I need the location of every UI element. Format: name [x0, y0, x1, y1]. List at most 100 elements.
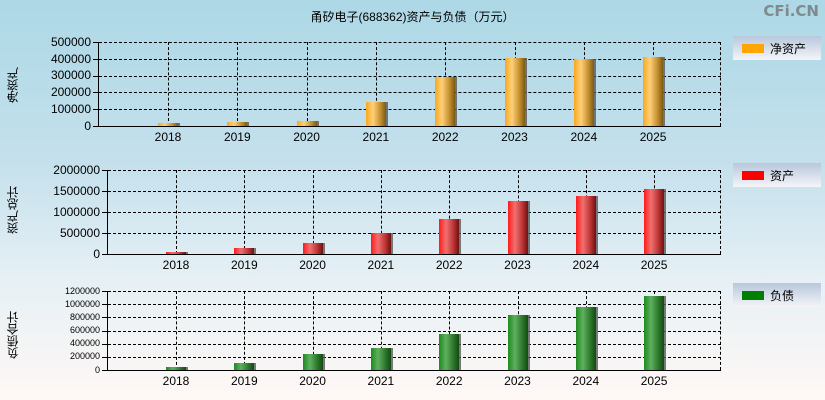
y-tick-mark — [93, 109, 99, 111]
y-tick-mark — [102, 330, 108, 332]
y-tick-mark — [102, 212, 108, 213]
y-tick-mark — [93, 42, 99, 43]
legend-label: 净资产 — [770, 41, 807, 56]
bar-2019 — [234, 363, 255, 370]
y-tick-mark — [102, 191, 108, 192]
y-tick-mark — [102, 254, 108, 255]
gridline-horizontal — [108, 317, 721, 319]
x-tick-label: 2020 — [293, 130, 320, 144]
gridline-vertical — [449, 170, 451, 254]
y-tick-mark — [93, 75, 99, 77]
y-tick-mark — [102, 291, 108, 292]
gridline-vertical — [380, 291, 382, 370]
y-tick-label: 0 — [93, 246, 100, 261]
x-tick-label: 2023 — [504, 374, 531, 388]
gridline-vertical — [176, 291, 177, 370]
bar-2024 — [573, 58, 594, 126]
bar-2020 — [302, 242, 323, 254]
chart-title: 甬矽电子(688362)资产与负债（万元） — [310, 10, 515, 24]
y-tick-mark — [102, 317, 108, 319]
plot-area-total-liabilities: 1200000 1000000 800000 600000 400000 200000 0 2… — [65, 286, 721, 388]
gridline-vertical — [449, 291, 451, 370]
legend-swatch-green — [742, 290, 764, 300]
gridline-horizontal — [108, 330, 721, 332]
y-tick-mark — [102, 304, 108, 306]
x-tick-label: 2021 — [367, 258, 395, 272]
bar-2018 — [166, 367, 186, 370]
bar-2022 — [435, 76, 456, 126]
plot-area-total-assets: 2000000 1500000 1000000 500000 0 2018 2019 2020… — [53, 163, 721, 272]
gridline-horizontal — [99, 109, 721, 111]
y-tick-mark — [102, 170, 108, 171]
y-tick-label: 0 — [94, 364, 100, 375]
bar-2019 — [234, 247, 255, 254]
gridline-horizontal — [99, 92, 721, 94]
gridline-vertical — [176, 170, 177, 254]
x-tick-label: 2018 — [162, 374, 190, 388]
plot-right-border — [720, 42, 721, 126]
gridline-vertical — [312, 291, 314, 370]
bar-2023 — [507, 314, 528, 370]
x-tick-label: 2023 — [501, 130, 528, 144]
y-tick-label: 1500000 — [53, 183, 100, 198]
y-tick-mark — [93, 126, 99, 127]
bar-2023 — [507, 201, 528, 254]
gridline-horizontal — [108, 356, 721, 358]
x-tick-label: 2024 — [572, 258, 600, 272]
x-tick-label: 2024 — [570, 130, 598, 144]
x-tick-label: 2020 — [299, 258, 326, 272]
gridline-horizontal — [99, 75, 721, 77]
legend-total-assets: 资产 — [733, 163, 821, 187]
gridline-horizontal — [108, 291, 721, 292]
x-tick-label: 2018 — [154, 130, 182, 144]
x-tick-label: 2019 — [230, 258, 258, 272]
y-tick-label: 500000 — [59, 225, 100, 240]
gridline-vertical — [312, 170, 314, 254]
y-tick-mark — [102, 370, 108, 371]
x-tick-label: 2025 — [640, 258, 668, 272]
legend-swatch-orange — [742, 43, 764, 53]
legend-swatch-red — [742, 170, 764, 180]
x-tick-label: 2021 — [367, 374, 395, 388]
y-tick-mark — [93, 92, 99, 94]
y-tick-label: 500000 — [50, 34, 91, 49]
y-tick-label: 100000 — [50, 102, 91, 116]
y-tick-label: 200000 — [69, 351, 100, 362]
legend-label: 负债 — [770, 288, 795, 303]
x-tick-label: 2022 — [431, 130, 459, 144]
y-axis-label-total-liabilities: 负债合计 — [6, 311, 20, 359]
bar-2022 — [439, 334, 460, 370]
legend-total-liabilities: 负债 — [733, 283, 821, 307]
bar-2025 — [643, 57, 664, 126]
watermark-logo: CFi.CN — [763, 2, 819, 20]
legend-net-assets: 净资产 — [733, 36, 821, 60]
y-tick-mark — [102, 233, 108, 234]
x-tick-label: 2024 — [572, 374, 600, 388]
y-tick-label: 1000000 — [53, 204, 100, 219]
gridline-vertical — [306, 42, 308, 126]
bar-2025 — [644, 189, 665, 254]
gridline-vertical — [244, 170, 246, 254]
x-tick-label: 2018 — [162, 258, 190, 272]
x-tick-label: 2022 — [435, 374, 463, 388]
x-tick-label: 2022 — [435, 258, 463, 272]
y-tick-label: 600000 — [69, 325, 100, 336]
x-tick-label: 2025 — [639, 130, 667, 144]
x-tick-label: 2021 — [362, 130, 390, 144]
plot-area-net-assets: 500000 400000 300000 200000 100000 0 2018 2019 2… — [51, 35, 721, 144]
bar-2024 — [575, 306, 596, 370]
bar-2021 — [370, 347, 391, 370]
y-axis-label-total-assets: 资产总计 — [6, 186, 20, 234]
y-tick-mark — [102, 343, 108, 345]
bar-2021 — [370, 233, 391, 254]
y-tick-mark — [93, 58, 99, 60]
y-tick-label: 1000000 — [64, 298, 100, 309]
x-tick-label: 2019 — [223, 130, 251, 144]
bar-2020 — [302, 354, 323, 370]
y-tick-label: 2000000 — [53, 162, 100, 177]
gridline-horizontal — [108, 304, 721, 306]
x-tick-label: 2020 — [299, 374, 326, 388]
bar-2020 — [296, 120, 317, 126]
x-tick-label: 2025 — [640, 374, 668, 388]
gridline-horizontal — [99, 58, 721, 60]
